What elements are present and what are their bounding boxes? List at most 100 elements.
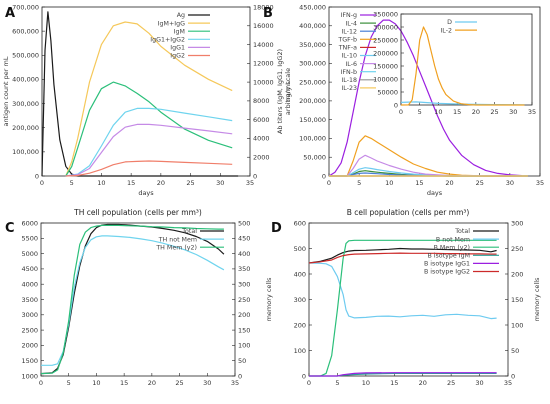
y-right-tick-label: 14000	[253, 41, 274, 49]
y-right-tick-label: 250	[238, 296, 250, 304]
y-tick-label: 0	[394, 101, 398, 109]
x-axis-label: days	[427, 189, 443, 197]
legend-label: IgG1	[170, 45, 185, 52]
x-tick-label: 15	[390, 379, 398, 387]
series-line-igg1-igg2	[65, 107, 233, 177]
x-tick-label: 35	[246, 179, 254, 187]
y-right-tick-label: 50	[238, 357, 246, 365]
legend-label: B isotype IgM	[427, 253, 470, 260]
x-tick-label: 30	[509, 108, 517, 116]
x-tick-label: 0	[399, 108, 403, 116]
y-right-tick-label: 300	[238, 281, 250, 289]
panel-title: B cell population (cells per mm³)	[347, 208, 470, 217]
y-right-tick-label: 400	[238, 250, 250, 258]
x-tick-label: 5	[418, 108, 422, 116]
y-tick-label: 100000	[373, 75, 398, 83]
x-tick-label: 30	[506, 179, 514, 187]
series-line-igg2	[65, 160, 233, 177]
y-tick-label: 350,000	[299, 41, 326, 49]
x-tick-label: 5	[70, 179, 74, 187]
panel-b: B 0 5 10 15 20 25 30 35 0 50,000 100,000 150,000 200,…	[263, 3, 544, 197]
x-tick-label: 15	[453, 108, 461, 116]
y-tick-label: 700,000	[12, 3, 39, 11]
y-right-tick-label: 0	[511, 372, 515, 380]
y-tick-label: 5000	[21, 250, 38, 258]
series-line-b-mem-y2-	[309, 239, 497, 377]
x-tick-label: 20	[419, 379, 427, 387]
legend-label: IgM	[174, 28, 185, 35]
y-right-tick-label: 16000	[253, 22, 274, 30]
y-tick-label: 300,000	[299, 60, 326, 68]
y-tick-label: 300	[294, 296, 306, 304]
legend-label: B not Mem	[436, 236, 470, 243]
series-line-tgf-b	[329, 135, 528, 177]
x-tick-label: 10	[385, 179, 393, 187]
y-tick-label: 100,000	[12, 148, 39, 156]
x-tick-label: 35	[528, 108, 536, 116]
x-tick-label: 30	[216, 179, 224, 187]
series-line-ag	[41, 11, 239, 177]
legend-label: IL-12	[341, 28, 357, 35]
x-tick-label: 5	[67, 379, 71, 387]
y-tick-label: 500	[294, 245, 306, 253]
y-tick-label: 200	[294, 321, 306, 329]
x-tick-label: 25	[490, 108, 498, 116]
x-tick-label: 0	[40, 179, 44, 187]
y-tick-label: 450,000	[299, 3, 326, 11]
y-right-tick-label: 0	[253, 172, 257, 180]
legend-label: TNF-a	[338, 45, 357, 52]
x-tick-label: 25	[476, 179, 484, 187]
panel-letter: D	[271, 221, 282, 236]
x-tick-label: 20	[472, 108, 480, 116]
series-line-igm	[65, 81, 233, 177]
panel-a: A0 5 10 15 20 25 30 350100,000200,000300,000400…	[2, 3, 292, 197]
series-line-th-mem-y2-	[40, 224, 224, 375]
y-tick-label: 100,000	[299, 135, 326, 143]
y-tick-label: 3500	[21, 296, 38, 304]
y-tick-label: 4500	[21, 265, 38, 273]
legend-label: TH not Mem	[158, 236, 197, 243]
x-tick-label: 0	[327, 179, 331, 187]
y-right-tick-label: 0	[238, 372, 242, 380]
series-line-total	[308, 247, 497, 264]
y-right-tick-label: 150	[238, 326, 250, 334]
x-tick-label: 5	[357, 179, 361, 187]
series-line-il-6	[329, 154, 528, 177]
y-tick-label: 5500	[21, 235, 38, 243]
y-tick-label: 200,000	[12, 124, 39, 132]
y-right-tick-label: 100	[511, 321, 523, 329]
y-tick-label: 300,000	[12, 100, 39, 108]
y-right-tick-label: 150	[511, 296, 523, 304]
legend-label: Total	[454, 228, 470, 235]
series-line-b-isotype-igg1	[309, 372, 497, 377]
legend-label: B Mem (y2)	[434, 244, 470, 251]
x-tick-label: 0	[307, 379, 311, 387]
y-tick-label: 3000	[21, 311, 38, 319]
panel-d: D B cell population (cells per mm³) 0 5 10 15…	[271, 208, 541, 387]
y-right-tick-label: 10000	[253, 78, 274, 86]
x-tick-label: 25	[186, 179, 194, 187]
y-tick-label: 400	[294, 270, 306, 278]
x-tick-label: 35	[504, 379, 512, 387]
panel-letter: C	[5, 221, 15, 236]
y-right-tick-label: 250	[511, 245, 523, 253]
y-tick-label: 200000	[373, 49, 398, 57]
x-tick-label: 25	[447, 379, 455, 387]
y-right-tick-label: 50	[511, 347, 519, 355]
legend-label: Ag	[177, 12, 185, 19]
y-axis-label: antigen count per mL	[2, 56, 10, 126]
series-line-b-not-mem	[308, 262, 497, 320]
series-line-il-10	[329, 167, 528, 177]
y-right-tick-label: 200	[511, 270, 523, 278]
series-line-b-isotype-igg2	[308, 252, 497, 264]
panel-c: C TH cell population (cells per mm³) 0 5 10 1…	[5, 208, 273, 387]
legend-label: IL-2	[440, 27, 452, 34]
plot-frame	[40, 222, 236, 377]
panel-letter: B	[263, 6, 273, 21]
x-tick-label: 20	[157, 179, 165, 187]
y-right-tick-label: 200	[238, 311, 250, 319]
y-tick-label: 0	[35, 172, 39, 180]
x-tick-label: 15	[120, 379, 128, 387]
y-right-axis-label: Ab titers (IgM, IgG1, IgG2)	[276, 49, 284, 134]
y-tick-label: 1000	[21, 372, 38, 380]
